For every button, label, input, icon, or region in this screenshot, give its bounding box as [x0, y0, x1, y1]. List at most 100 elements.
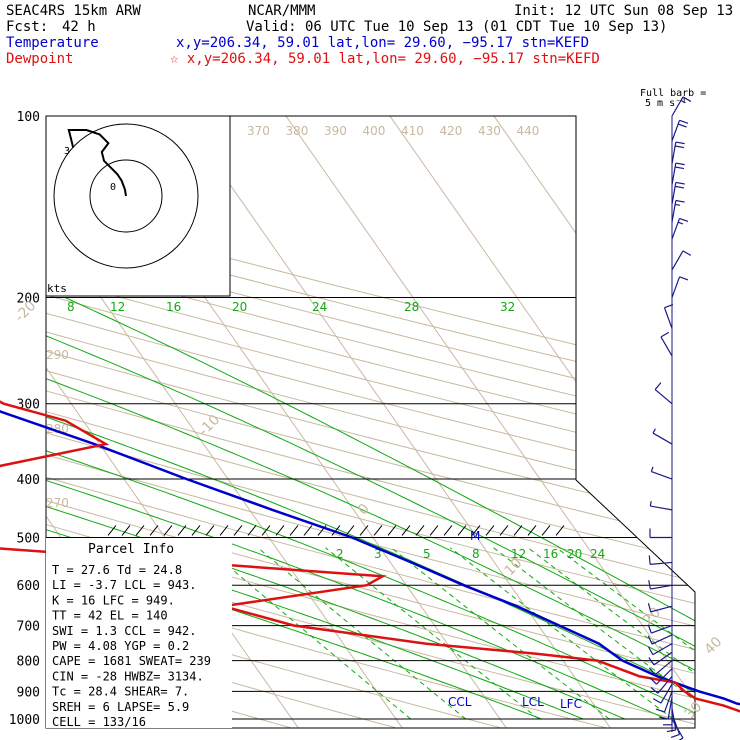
dry-adiabat-line — [46, 116, 695, 728]
dry-adiabat-line — [46, 116, 516, 728]
wind-barb-flag — [675, 185, 685, 189]
parcel-info-row: PW = 4.08 YGP = 0.2 — [52, 639, 189, 653]
annotation-lcl: LCL — [522, 695, 544, 709]
hodograph-units: kts — [47, 282, 67, 295]
dry-adiabat-line — [46, 116, 695, 728]
freezing-level-hatch — [135, 525, 145, 536]
wind-barb — [671, 250, 692, 271]
wind-barb-flag — [648, 657, 655, 666]
valid-time: Valid: 06 UTC Tue 10 Sep 13 (01 CDT Tue … — [246, 19, 667, 35]
wind-barb-flag — [675, 181, 685, 185]
wind-barb-flag — [655, 708, 665, 713]
mixing-ratio-label: 12 — [511, 547, 526, 561]
wind-barb-flag — [679, 276, 689, 281]
header: SEAC4RS 15km ARW NCAR/MMM Init: 12 UTC S… — [6, 3, 733, 109]
wind-barb — [671, 119, 689, 142]
freezing-level-hatch — [331, 525, 341, 536]
mixing-ratio-label: 24 — [590, 547, 605, 561]
wind-barb-staff — [660, 683, 673, 704]
wind-barb-staff — [650, 605, 673, 613]
wind-barb — [647, 634, 673, 645]
forecast-label: Fcst: — [6, 19, 48, 35]
freezing-level-hatch — [457, 525, 467, 536]
dry-adiabat-line — [46, 116, 695, 728]
wind-barb-staff — [654, 389, 673, 405]
potential-temperature-label: 390 — [324, 124, 347, 138]
dry-adiabat-line — [46, 116, 622, 728]
pressure-tick-label: 400 — [17, 473, 40, 488]
mixing-ratio-label: 16 — [543, 547, 558, 561]
wind-barb-flag — [647, 624, 652, 634]
freezing-level-hatch — [401, 525, 411, 536]
wind-barb-halfflag — [652, 428, 656, 434]
wind-barb — [649, 528, 672, 539]
parcel-info-row: CELL = 133/16 — [52, 715, 146, 729]
mixing-ratio-label: 2 — [336, 547, 344, 561]
wind-barb-halfflag — [677, 221, 684, 225]
wind-barb — [663, 702, 673, 726]
parcel-info-row: Tc = 28.4 SHEAR= 7. — [52, 685, 189, 699]
isotherm-line — [484, 116, 695, 728]
freezing-level-hatch — [527, 525, 537, 536]
full-barb-note-line1: Full barb = — [640, 88, 706, 99]
equivalent-potential-temperature-label: 20 — [232, 300, 247, 314]
pressure-tick-label: 900 — [17, 685, 40, 700]
wind-barb — [671, 181, 685, 205]
hodograph-label-0: 0 — [110, 182, 116, 193]
freezing-level-hatch — [443, 525, 453, 536]
isotherm-line — [46, 116, 406, 728]
dry-adiabat-line — [46, 116, 695, 728]
wind-barb-flag — [648, 555, 651, 565]
parcel-info-row: T = 27.6 Td = 24.8 — [52, 563, 182, 577]
dry-adiabat-line — [46, 116, 695, 728]
wind-barb — [652, 683, 673, 704]
parcel-info-row: K = 16 LFC = 949. — [52, 593, 175, 607]
wind-barb-staff — [651, 625, 673, 634]
freezing-level-hatch — [541, 525, 551, 536]
isotherm-label: -10 — [196, 412, 223, 439]
parcel-info-row: TT = 42 EL = 140 — [52, 609, 168, 623]
temperature-legend: Temperature — [6, 35, 99, 51]
potential-temperature-label: 370 — [247, 124, 270, 138]
wind-barb — [666, 708, 677, 733]
hodograph-ring-outer — [53, 123, 199, 269]
freezing-level-hatch — [303, 525, 313, 536]
freezing-level-hatch — [485, 525, 495, 536]
pressure-tick-label: 600 — [17, 579, 40, 594]
wind-barb-flag — [677, 123, 687, 128]
wind-barb-staff — [671, 200, 677, 223]
potential-temperature-label: 430 — [478, 124, 501, 138]
wind-barb-staff — [651, 634, 673, 645]
freezing-level-hatch — [471, 525, 481, 536]
init-time: Init: 12 UTC Sun 08 Sep 13 — [514, 3, 733, 19]
freezing-level-hatch — [387, 525, 397, 536]
wind-barb-staff — [650, 561, 673, 565]
isotherm-label: 20 — [640, 605, 664, 629]
wind-barb-staff — [667, 697, 673, 719]
wind-barb-staff — [671, 276, 681, 298]
wind-barb-staff — [671, 141, 677, 164]
wind-barb — [671, 141, 685, 164]
potential-temperature-label: 290 — [46, 348, 69, 362]
dry-adiabat-line — [46, 116, 695, 728]
potential-temperature-label: 400 — [363, 124, 386, 138]
wind-barb-flag — [649, 677, 657, 685]
freezing-level-hatch — [121, 525, 131, 536]
wind-barb-staff — [660, 336, 673, 357]
hodograph-frame — [45, 115, 231, 297]
wind-barb — [647, 643, 673, 656]
pressure-tick-label: 100 — [17, 110, 40, 125]
potential-temperature-label: 410 — [401, 124, 424, 138]
freezing-level-hatch — [513, 525, 523, 536]
wind-barb — [654, 382, 673, 405]
wind-barb-staff — [652, 643, 673, 656]
wind-barb — [647, 603, 673, 613]
freezing-level-hatch — [163, 525, 173, 536]
pressure-tick-label: 800 — [17, 655, 40, 670]
wind-barb — [649, 668, 673, 685]
parcel-info-row: LI = -3.7 LCL = 943. — [52, 578, 197, 592]
equivalent-potential-temperature-label: 16 — [166, 300, 181, 314]
wind-barb-staff — [650, 584, 673, 590]
wind-barb-halfflag — [649, 501, 652, 507]
wind-barb-staff — [652, 432, 673, 445]
